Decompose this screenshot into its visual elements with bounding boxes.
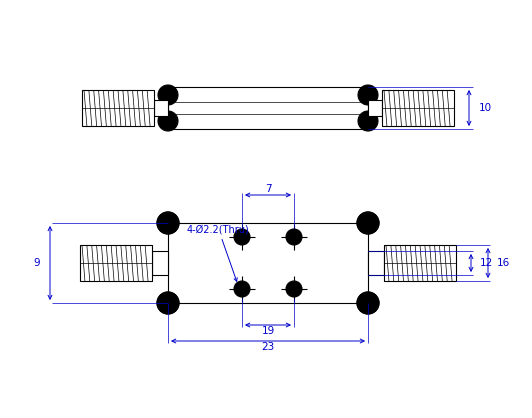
Circle shape — [357, 292, 379, 314]
Circle shape — [157, 212, 179, 234]
Text: 12: 12 — [480, 258, 493, 268]
Circle shape — [358, 85, 378, 105]
Text: 16: 16 — [497, 258, 510, 268]
Circle shape — [158, 111, 178, 131]
Text: 23: 23 — [261, 342, 275, 352]
Circle shape — [357, 212, 379, 234]
Circle shape — [157, 292, 179, 314]
Circle shape — [158, 85, 178, 105]
Text: 10: 10 — [479, 103, 492, 113]
Bar — [384, 245, 456, 281]
Circle shape — [157, 292, 179, 314]
Text: 9: 9 — [34, 258, 40, 268]
Bar — [368, 251, 384, 275]
Text: 7: 7 — [265, 184, 271, 194]
Circle shape — [357, 292, 379, 314]
Bar — [168, 223, 368, 303]
Circle shape — [286, 229, 302, 245]
Bar — [152, 251, 168, 275]
Circle shape — [234, 229, 250, 245]
Text: 19: 19 — [261, 326, 275, 336]
Circle shape — [357, 212, 379, 234]
Bar — [154, 100, 168, 116]
Circle shape — [234, 281, 250, 297]
Bar — [82, 90, 154, 126]
Circle shape — [286, 281, 302, 297]
Bar — [382, 90, 454, 126]
Text: 4-Ø2.2(Thru): 4-Ø2.2(Thru) — [187, 224, 250, 281]
Circle shape — [358, 111, 378, 131]
Bar — [168, 87, 368, 129]
Bar — [80, 245, 152, 281]
Bar — [368, 100, 382, 116]
Circle shape — [157, 212, 179, 234]
